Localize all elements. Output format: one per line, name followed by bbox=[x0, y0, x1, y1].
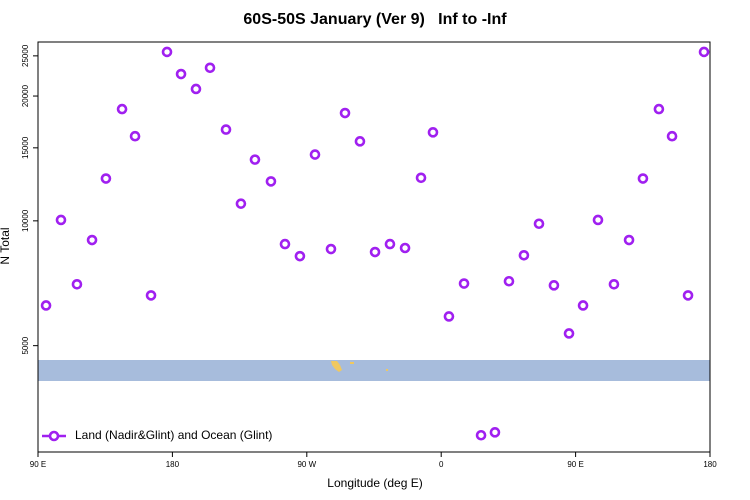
y-tick-label: 25000 bbox=[21, 44, 30, 67]
legend-marker bbox=[48, 430, 60, 442]
point bbox=[175, 68, 187, 80]
plot-frame bbox=[37, 41, 711, 453]
point bbox=[608, 279, 620, 290]
point bbox=[682, 290, 694, 301]
y-tick-label: 5000 bbox=[21, 336, 30, 354]
point bbox=[204, 62, 216, 74]
point bbox=[415, 172, 427, 184]
y-tick-label: 20000 bbox=[21, 84, 30, 107]
point bbox=[369, 246, 381, 258]
map-strip bbox=[38, 360, 710, 381]
point bbox=[458, 278, 470, 289]
point bbox=[116, 103, 128, 115]
x-tick-label: 180 bbox=[166, 460, 180, 469]
point bbox=[533, 218, 545, 230]
point bbox=[294, 250, 306, 262]
point bbox=[623, 234, 635, 246]
point bbox=[71, 279, 83, 290]
legend-label: Land (Nadir&Glint) and Ocean (Glint) bbox=[75, 428, 272, 442]
point bbox=[129, 130, 141, 142]
point bbox=[325, 243, 337, 255]
x-tick-label: 180 bbox=[703, 460, 717, 469]
point bbox=[653, 103, 665, 115]
point bbox=[666, 130, 678, 142]
point bbox=[489, 427, 501, 438]
y-tick-label: 10000 bbox=[21, 209, 30, 232]
point bbox=[265, 176, 277, 187]
x-tick-label: 90 E bbox=[567, 460, 583, 469]
point bbox=[161, 46, 173, 58]
point bbox=[220, 124, 232, 135]
point bbox=[190, 83, 202, 95]
point bbox=[548, 280, 560, 291]
y-axis-label: N Total bbox=[0, 227, 12, 264]
point bbox=[637, 173, 649, 184]
x-tick-label: 0 bbox=[439, 460, 444, 469]
point bbox=[249, 154, 261, 165]
x-tick-label: 90 W bbox=[297, 460, 316, 469]
point bbox=[279, 238, 291, 250]
point bbox=[399, 242, 411, 254]
y-tick-label: 15000 bbox=[21, 136, 30, 159]
land-shape bbox=[331, 361, 388, 372]
point bbox=[592, 214, 604, 226]
point bbox=[384, 238, 396, 250]
point bbox=[354, 136, 366, 147]
point bbox=[235, 198, 247, 209]
point bbox=[55, 214, 67, 226]
point bbox=[86, 234, 98, 246]
point bbox=[475, 429, 487, 441]
point bbox=[145, 290, 157, 301]
point bbox=[427, 127, 439, 138]
x-axis-label: Longitude (deg E) bbox=[327, 476, 422, 490]
point bbox=[100, 173, 112, 184]
x-tick-label: 90 E bbox=[30, 460, 46, 469]
point bbox=[698, 46, 710, 58]
chart-title: 60S-50S January (Ver 9) Inf to -Inf bbox=[243, 11, 507, 28]
point bbox=[518, 249, 530, 261]
point bbox=[443, 311, 455, 322]
point bbox=[577, 300, 589, 311]
point bbox=[339, 107, 351, 119]
point bbox=[503, 275, 515, 287]
point bbox=[309, 149, 321, 160]
point bbox=[40, 300, 52, 311]
point bbox=[563, 328, 575, 339]
